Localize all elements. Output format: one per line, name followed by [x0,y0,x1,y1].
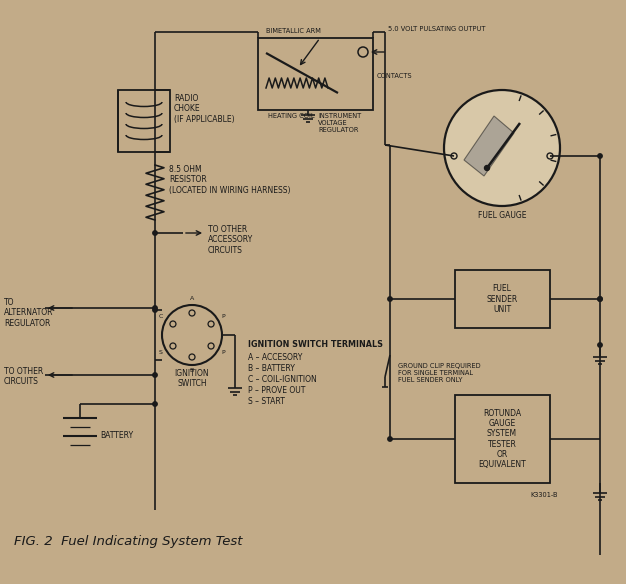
Circle shape [598,297,602,301]
Text: B – BATTERY: B – BATTERY [248,364,295,373]
Bar [455,395,550,483]
Text: GROUND CLIP REQUIRED
FOR SINGLE TERMINAL
FUEL SENDER ONLY: GROUND CLIP REQUIRED FOR SINGLE TERMINAL… [398,363,481,383]
Text: K3301-B: K3301-B [530,492,558,498]
Text: TO
ALTERNATOR
REGULATOR: TO ALTERNATOR REGULATOR [4,298,53,328]
Text: A – ACCESORY: A – ACCESORY [248,353,302,362]
Circle shape [598,154,602,158]
Circle shape [598,343,602,347]
Text: S – START: S – START [248,397,285,406]
Text: IGNITION SWITCH TERMINALS: IGNITION SWITCH TERMINALS [248,340,383,349]
Circle shape [598,297,602,301]
Text: TO OTHER
ACCESSORY
CIRCUITS: TO OTHER ACCESSORY CIRCUITS [208,225,254,255]
Text: HEATING COIL: HEATING COIL [268,113,314,119]
Circle shape [485,165,490,171]
Text: IGNITION
SWITCH: IGNITION SWITCH [175,369,209,388]
Circle shape [153,231,157,235]
Circle shape [387,297,393,301]
Text: S: S [159,350,163,356]
Text: C: C [158,315,163,319]
Text: TO OTHER
CIRCUITS: TO OTHER CIRCUITS [4,367,43,387]
Circle shape [162,305,222,365]
Bar [258,38,373,110]
Bar [118,90,170,152]
Circle shape [153,373,157,377]
Text: FUEL GAUGE: FUEL GAUGE [478,211,526,220]
Text: 5.0 VOLT PULSATING OUTPUT: 5.0 VOLT PULSATING OUTPUT [388,26,486,32]
Text: ROTUNDA
GAUGE
SYSTEM
TESTER
OR
EQUIVALENT: ROTUNDA GAUGE SYSTEM TESTER OR EQUIVALEN… [478,408,526,470]
Circle shape [387,437,393,441]
Text: FUEL
SENDER
UNIT: FUEL SENDER UNIT [486,284,518,314]
Circle shape [153,306,157,310]
Text: RADIO
CHOKE
(IF APPLICABLE): RADIO CHOKE (IF APPLICABLE) [174,94,235,124]
Text: A: A [190,297,194,301]
Text: B: B [190,369,194,374]
Circle shape [153,308,157,312]
Text: BATTERY: BATTERY [100,432,133,440]
Text: P: P [222,350,225,356]
Bar [455,270,550,328]
Text: P: P [222,315,225,319]
Circle shape [153,402,157,406]
Text: FIG. 2  Fuel Indicating System Test: FIG. 2 Fuel Indicating System Test [14,535,242,548]
Text: C – COIL-IGNITION: C – COIL-IGNITION [248,375,317,384]
Text: CONTACTS: CONTACTS [377,73,413,79]
Polygon shape [464,116,514,176]
Circle shape [444,90,560,206]
Text: BIMETALLIC ARM: BIMETALLIC ARM [266,28,321,34]
Text: INSTRUMENT
VOLTAGE
REGULATOR: INSTRUMENT VOLTAGE REGULATOR [318,113,361,133]
Text: 8.5 OHM
RESISTOR
(LOCATED IN WIRING HARNESS): 8.5 OHM RESISTOR (LOCATED IN WIRING HARN… [169,165,290,195]
Text: P – PROVE OUT: P – PROVE OUT [248,386,305,395]
